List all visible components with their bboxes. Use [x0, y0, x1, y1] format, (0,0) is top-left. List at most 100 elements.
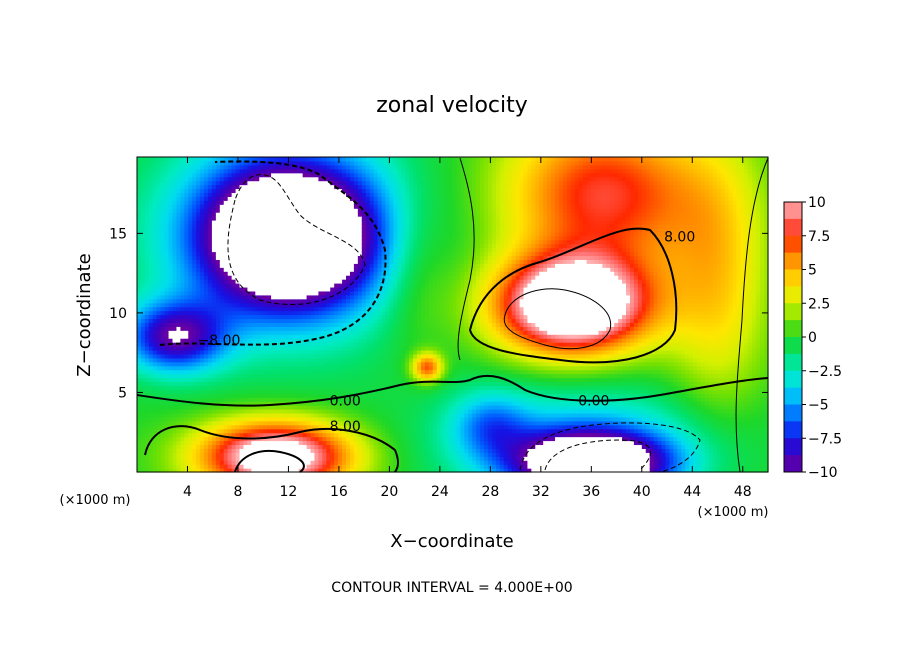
field-cell	[227, 385, 233, 390]
field-cell	[156, 409, 162, 414]
field-cell	[144, 401, 150, 406]
field-cell	[294, 405, 300, 410]
field-cell	[298, 416, 304, 422]
field-cell	[160, 416, 166, 422]
field-cell	[172, 247, 178, 253]
field-cell	[353, 456, 359, 461]
field-cell	[235, 255, 241, 260]
field-cell	[255, 223, 260, 229]
field-cell	[361, 369, 367, 375]
field-cell	[219, 223, 225, 229]
field-cell	[314, 373, 320, 379]
field-cell	[223, 405, 229, 410]
field-cell	[271, 259, 276, 264]
field-cell	[211, 318, 217, 323]
field-cell	[243, 405, 249, 410]
field-cell	[223, 416, 229, 422]
field-cell	[148, 251, 154, 257]
field-cell	[322, 349, 327, 355]
field-cell	[211, 208, 217, 213]
field-cell	[251, 168, 256, 174]
field-cell	[263, 440, 268, 446]
field-cell	[259, 302, 264, 308]
field-cell	[176, 180, 181, 186]
field-cell	[353, 298, 359, 304]
field-cell	[330, 263, 335, 268]
field-cell	[192, 306, 197, 312]
field-cell	[152, 239, 158, 245]
field-cell	[322, 231, 327, 237]
field-cell	[137, 247, 142, 253]
field-cell	[278, 397, 284, 402]
field-cell	[267, 456, 272, 461]
field-cell	[231, 263, 237, 268]
field-cell	[188, 164, 193, 170]
field-cell	[140, 420, 146, 426]
field-cell	[365, 255, 371, 260]
field-cell	[342, 188, 347, 194]
field-cell	[294, 338, 300, 343]
field-cell	[243, 444, 249, 449]
field-cell	[227, 401, 233, 406]
field-cell	[338, 393, 343, 398]
field-cell	[365, 220, 371, 225]
field-cell	[278, 349, 284, 355]
field-cell	[310, 298, 316, 304]
field-cell	[140, 200, 146, 205]
field-cell	[148, 342, 154, 347]
field-cell	[306, 326, 312, 331]
field-cell	[373, 452, 379, 457]
field-cell	[148, 235, 154, 241]
field-cell	[168, 231, 174, 237]
field-cell	[255, 239, 260, 245]
field-cell	[338, 160, 343, 166]
field-cell	[196, 338, 201, 343]
field-cell	[330, 157, 335, 162]
field-cell	[137, 448, 142, 453]
field-cell	[278, 440, 284, 446]
field-cell	[204, 298, 209, 304]
field-cell	[330, 251, 335, 257]
field-cell	[275, 184, 280, 190]
field-cell	[290, 361, 296, 367]
field-cell	[247, 460, 252, 465]
field-cell	[278, 290, 284, 296]
field-cell	[164, 346, 170, 351]
field-cell	[318, 373, 323, 379]
field-cell	[373, 444, 379, 449]
field-cell	[192, 290, 197, 296]
field-cell	[349, 361, 355, 367]
field-cell	[215, 275, 221, 280]
field-cell	[176, 247, 181, 253]
field-cell	[365, 235, 371, 241]
field-cell	[302, 283, 308, 288]
field-cell	[286, 353, 292, 359]
field-cell	[251, 157, 256, 162]
field-cell	[231, 456, 237, 461]
field-cell	[211, 263, 217, 268]
field-cell	[188, 330, 193, 335]
field-cell	[255, 208, 260, 213]
field-cell	[357, 397, 363, 402]
field-cell	[377, 188, 383, 194]
field-cell	[184, 416, 189, 422]
field-cell	[342, 448, 347, 453]
field-cell	[278, 369, 284, 375]
field-cell	[314, 267, 320, 272]
field-cell	[247, 251, 252, 257]
field-cell	[286, 302, 292, 308]
field-cell	[188, 275, 193, 280]
field-cell	[357, 420, 363, 426]
field-cell	[192, 180, 197, 186]
field-cell	[357, 369, 363, 375]
field-cell	[215, 267, 221, 272]
field-cell	[286, 184, 292, 190]
field-cell	[365, 346, 371, 351]
field-cell	[286, 409, 292, 414]
field-cell	[219, 243, 225, 249]
field-cell	[196, 428, 201, 434]
field-cell	[235, 188, 241, 194]
field-cell	[137, 196, 142, 201]
field-cell	[326, 267, 331, 272]
field-cell	[137, 212, 142, 217]
